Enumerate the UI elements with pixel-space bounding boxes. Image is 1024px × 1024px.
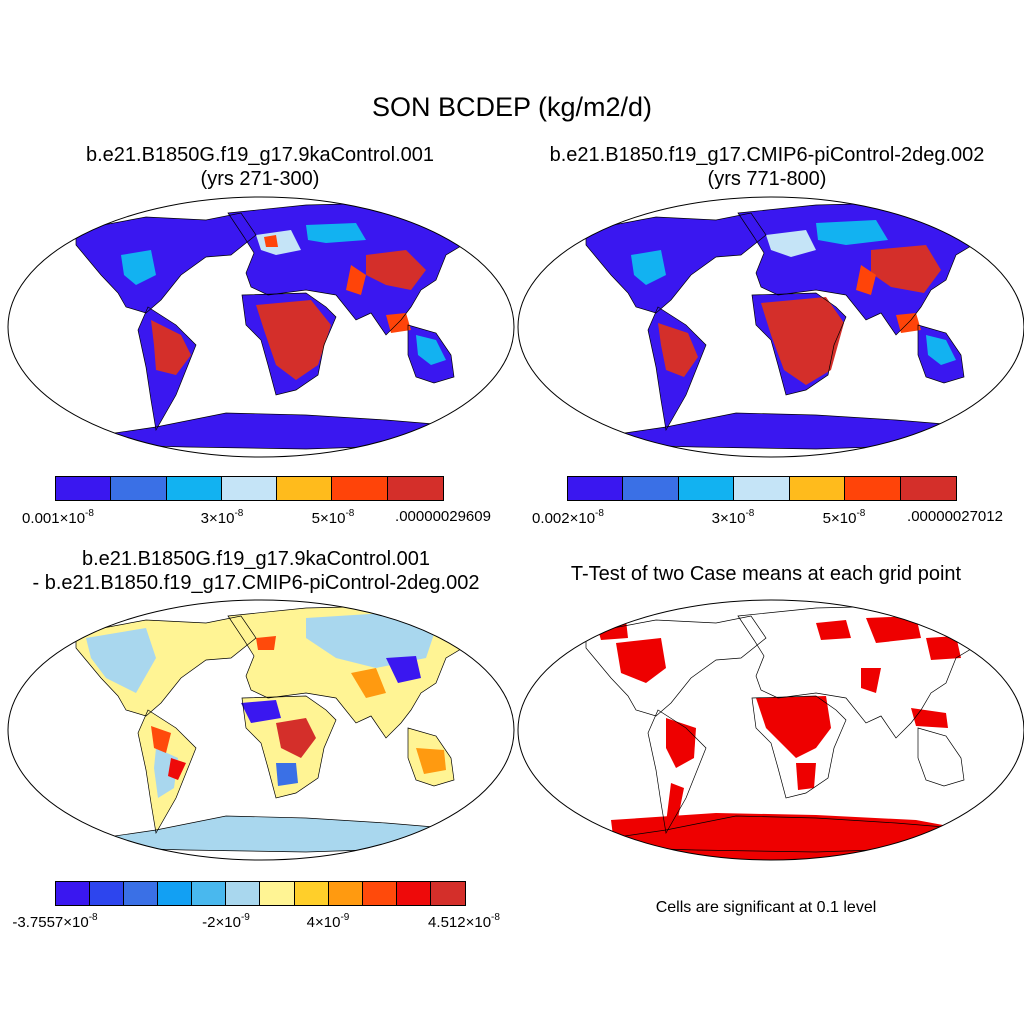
panel-2-colorbar-label: 3×10-8 — [711, 508, 755, 527]
panel-1-colorbar-label: 5×10-8 — [311, 508, 355, 527]
colorbar-swatch — [90, 882, 125, 905]
colorbar-swatch — [387, 477, 443, 500]
panel-4-map — [517, 599, 1024, 861]
panel-1-title: b.e21.B1850G.f19_g17.9kaControl.001 (yrs… — [85, 144, 435, 190]
panel-1-colorbar-label: 0.001×10-8 — [22, 508, 94, 527]
colorbar-swatch — [158, 882, 193, 905]
panel-4-title: T-Test of two Case means at each grid po… — [570, 563, 962, 585]
panel-2-title: b.e21.B1850.f19_g17.CMIP6-piControl-2deg… — [549, 144, 985, 190]
colorbar-swatch — [789, 477, 846, 500]
panel-2-colorbar — [567, 476, 957, 501]
colorbar-swatch — [192, 882, 227, 905]
colorbar-swatch — [332, 477, 388, 500]
colorbar-swatch — [124, 882, 159, 905]
colorbar-swatch — [56, 477, 112, 500]
colorbar-swatch — [623, 477, 679, 500]
colorbar-swatch — [845, 477, 901, 500]
colorbar-swatch — [900, 477, 956, 500]
panel-2-map — [517, 196, 1024, 458]
panel-3-colorbar-label: -3.7557×10-8 — [12, 912, 98, 931]
panel-3-colorbar-label: 4.512×10-8 — [428, 912, 500, 931]
panel-1-colorbar-label: .00000029609 — [395, 508, 491, 525]
figure-title: SON BCDEP (kg/m2/d) — [371, 92, 653, 122]
colorbar-swatch — [111, 477, 167, 500]
panel-3-title: b.e21.B1850G.f19_g17.9kaControl.001 - b.… — [32, 548, 480, 594]
colorbar-swatch — [430, 882, 465, 905]
panel-1-map — [7, 196, 515, 458]
panel-3-colorbar-label: 4×10-9 — [306, 912, 350, 931]
colorbar-swatch — [362, 882, 397, 905]
panel-2-colorbar-label: .00000027012 — [907, 508, 1003, 525]
colorbar-swatch — [396, 882, 431, 905]
colorbar-swatch — [678, 477, 735, 500]
colorbar-swatch — [277, 477, 333, 500]
colorbar-swatch — [221, 477, 278, 500]
colorbar-swatch — [294, 882, 329, 905]
colorbar-swatch — [226, 882, 261, 905]
significance-note: Cells are significant at 0.1 level — [655, 899, 877, 916]
panel-4-map-border — [517, 599, 1024, 861]
panel-1-map-border — [7, 196, 515, 458]
panel-2-colorbar-label: 5×10-8 — [822, 508, 866, 527]
panel-1-colorbar — [55, 476, 444, 501]
colorbar-swatch — [568, 477, 624, 500]
colorbar-swatch — [734, 477, 790, 500]
panel-2-colorbar-label: 0.002×10-8 — [532, 508, 604, 527]
significance-cells — [596, 616, 986, 860]
colorbar-swatch — [56, 882, 91, 905]
panel-3-map — [7, 599, 515, 861]
panel-2-map-border — [517, 196, 1024, 458]
panel-1-colorbar-label: 3×10-8 — [200, 508, 244, 527]
colorbar-swatch — [328, 882, 363, 905]
panel-3-colorbar — [55, 881, 466, 906]
colorbar-swatch — [166, 477, 222, 500]
panel-3-map-border — [7, 599, 515, 861]
panel-3-colorbar-label: -2×10-9 — [202, 912, 250, 931]
colorbar-swatch — [260, 882, 295, 905]
